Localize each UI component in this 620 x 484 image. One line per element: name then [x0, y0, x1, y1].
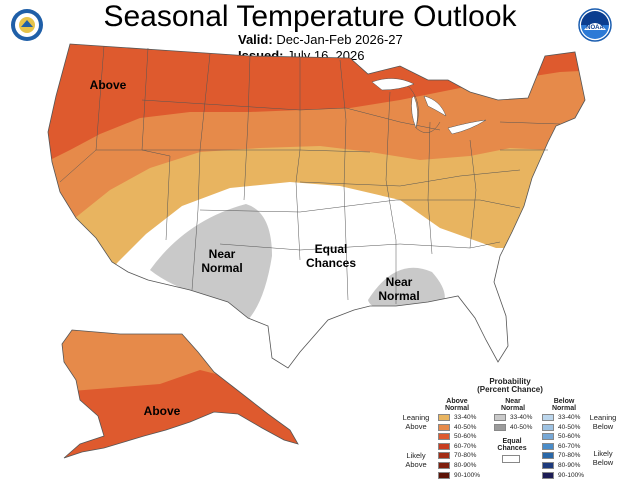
legend: Probability (Percent Chance) Above Norma…: [398, 376, 620, 484]
legend-above-range: 40-50%: [454, 423, 477, 431]
legend-above-swatch: [438, 442, 450, 450]
legend-title-1: Probability: [489, 377, 531, 386]
legend-likely-below-2: Below: [592, 458, 614, 467]
legend-equal-2: Chances: [497, 445, 527, 452]
legend-above-range: 50-60%: [454, 433, 477, 441]
legend-above-swatch: [438, 433, 450, 441]
label-near-normal-south-1: Near: [386, 275, 413, 289]
legend-near-swatch: [494, 423, 506, 431]
conus-outline: [47, 43, 586, 369]
label-near-normal-south-2: Normal: [378, 289, 419, 303]
label-above-alaska: Above: [144, 404, 181, 418]
legend-below-swatch: [542, 471, 554, 479]
valid-line: Valid: Dec-Jan-Feb 2026-27: [238, 32, 403, 47]
legend-below-range: 80-90%: [558, 462, 581, 469]
legend-below-range: 90-100%: [558, 471, 585, 479]
legend-above-swatch: [438, 462, 450, 469]
band-near-normal-west: [150, 204, 272, 324]
valid-label: Valid:: [238, 32, 273, 47]
legend-below-range: 60-70%: [558, 442, 581, 450]
legend-below-swatch: [542, 462, 554, 469]
label-equal-chances-2: Chances: [306, 256, 356, 270]
state-borders: [59, 45, 561, 304]
legend-near-range: 40-50%: [510, 423, 533, 431]
band-near-normal-south: [368, 267, 445, 311]
legend-leaning-below-1: Leaning: [589, 413, 617, 422]
legend-title-2: (Percent Chance): [477, 385, 543, 394]
legend-likely-above-2: Above: [405, 460, 427, 469]
legend-below-range: 50-60%: [558, 433, 581, 441]
legend-below-header-1: Below: [553, 398, 575, 405]
legend-above-header-2: Normal: [444, 405, 470, 412]
legend-below-swatch: [542, 414, 554, 421]
legend-leaning-below-2: Below: [592, 422, 614, 431]
legend-below-range: 40-50%: [558, 423, 581, 431]
legend-leaning-above-2: Above: [405, 422, 427, 431]
great-lakes: [371, 78, 487, 135]
legend-below-swatch: [542, 452, 554, 460]
label-near-normal-west-1: Near: [209, 247, 236, 261]
legend-below-swatch: [542, 433, 554, 441]
label-above-west: Above: [90, 78, 127, 92]
doc-seal-icon: [11, 9, 43, 41]
noaa-logo-icon: NOAA: [578, 8, 612, 42]
legend-equal-swatch: [502, 455, 520, 463]
legend-likely-above-1: Likely: [406, 451, 426, 460]
legend-above-range: 60-70%: [454, 442, 477, 450]
legend-near-range: 33-40%: [510, 414, 533, 421]
label-near-normal-west-2: Normal: [201, 261, 242, 275]
legend-below-range: 33-40%: [558, 414, 581, 421]
page-title: Seasonal Temperature Outlook: [103, 0, 517, 33]
legend-above-range: 90-100%: [454, 471, 481, 479]
legend-equal-1: Equal: [502, 438, 522, 445]
legend-near-swatch: [494, 414, 506, 421]
legend-near-header-2: Normal: [500, 405, 526, 412]
legend-below-swatch: [542, 442, 554, 450]
valid-value: Dec-Jan-Feb 2026-27: [276, 32, 403, 47]
legend-above-range: 33-40%: [454, 414, 477, 421]
legend-leaning-above-1: Leaning: [402, 413, 430, 422]
legend-below-range: 70-80%: [558, 452, 581, 460]
legend-above-range: 80-90%: [454, 462, 477, 469]
legend-near-header-1: Near: [505, 398, 521, 405]
legend-below-header-2: Normal: [551, 405, 577, 412]
legend-above-header-1: Above: [446, 398, 468, 405]
legend-above-swatch: [438, 471, 450, 479]
legend-likely-below-1: Likely: [593, 449, 613, 458]
legend-above-swatch: [438, 452, 450, 460]
alaska-outline: [61, 329, 299, 459]
label-equal-chances-1: Equal: [315, 242, 348, 256]
legend-below-swatch: [542, 423, 554, 431]
legend-above-range: 70-80%: [454, 452, 477, 460]
svg-text:NOAA: NOAA: [586, 25, 604, 31]
legend-above-swatch: [438, 414, 450, 421]
legend-above-swatch: [438, 423, 450, 431]
